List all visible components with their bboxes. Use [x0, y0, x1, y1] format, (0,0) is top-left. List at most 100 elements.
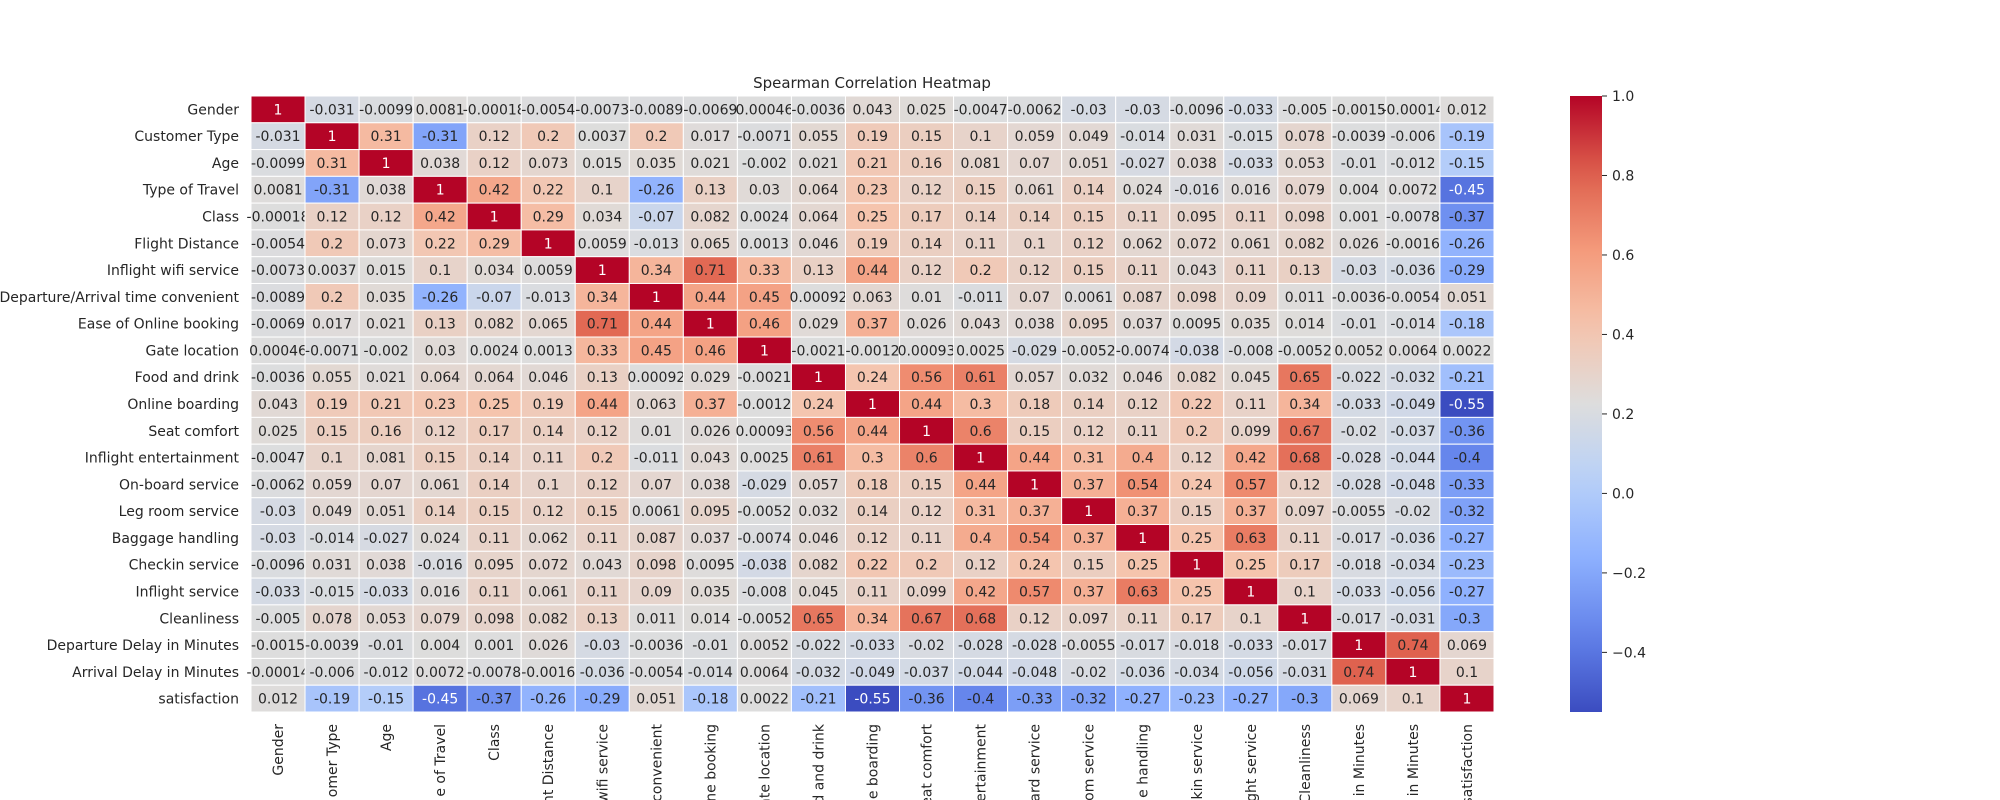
cell-value-label: 0.062: [528, 531, 568, 547]
cell-value-label: 0.082: [798, 558, 838, 574]
heatmap-cell: [899, 684, 955, 713]
cell-value-label: 0.14: [479, 477, 510, 493]
heatmap-cell: [736, 202, 792, 231]
cell-value-label: 0.069: [1447, 638, 1487, 654]
heatmap-cell: [1439, 443, 1495, 472]
cell-value-label: -0.017: [1282, 638, 1327, 654]
cell-value-label: 0.017: [690, 129, 730, 145]
cell-value-label: 0.44: [857, 424, 888, 440]
heatmap-cell: [1169, 684, 1225, 713]
heatmap-cell: [628, 631, 684, 659]
heatmap-cell: [682, 363, 738, 392]
heatmap-cell: [250, 336, 306, 365]
heatmap-cell: [682, 336, 738, 365]
cell-value-label: 0.038: [366, 183, 406, 199]
cell-value-label: 0.0059: [578, 236, 627, 252]
cell-value-label: -0.03: [584, 638, 620, 654]
heatmap-cell: [953, 229, 1009, 258]
cell-value-label: -0.0089: [251, 290, 305, 306]
cell-value-label: 0.24: [1019, 558, 1050, 574]
cell-value-label: 0.0024: [470, 343, 519, 359]
cell-value-label: 0.19: [533, 397, 564, 413]
heatmap-cell: [736, 149, 792, 177]
cell-value-label: 0.034: [582, 210, 622, 226]
cell-value-label: -0.049: [850, 665, 895, 681]
cell-value-label: 0.12: [1127, 397, 1158, 413]
cell-value-label: 0.14: [911, 236, 942, 252]
heatmap-cell: [736, 524, 792, 552]
heatmap-cell: [1223, 684, 1279, 713]
heatmap-cell: [628, 657, 684, 686]
heatmap-cell: [1385, 336, 1441, 365]
cell-value-label: 0.12: [425, 424, 456, 440]
heatmap-cell: [844, 550, 901, 579]
heatmap-cell: [1115, 550, 1171, 579]
heatmap-cell: [899, 229, 955, 258]
cell-value-label: 0.15: [587, 504, 618, 520]
cell-value-label: 0.12: [1289, 477, 1320, 493]
cell-value-label: 0.14: [533, 424, 564, 440]
cell-value-label: -0.33: [1017, 692, 1053, 708]
cell-value-label: 0.099: [1231, 424, 1271, 440]
cell-value-label: 0.18: [857, 477, 888, 493]
column-label: e of Travel: [433, 724, 449, 797]
heatmap-cell: [1169, 577, 1225, 606]
heatmap-cell: [628, 229, 684, 258]
cell-value-label: 0.081: [366, 451, 406, 467]
cell-value-label: 0.051: [1447, 290, 1487, 306]
cell-value-label: 0.44: [911, 397, 942, 413]
cell-value-label: 0.63: [1235, 531, 1266, 547]
heatmap-cell: [1169, 497, 1225, 526]
cell-value-label: -0.00014: [247, 665, 310, 681]
heatmap-cell: [1439, 684, 1495, 713]
cell-value-label: 0.12: [911, 183, 942, 199]
cell-value-label: -0.00018: [463, 102, 526, 118]
heatmap-cell: [899, 657, 955, 686]
heatmap-cell: [520, 470, 576, 499]
heatmap-cell: [1385, 577, 1441, 606]
cell-value-label: 0.07: [1019, 290, 1050, 306]
cell-value-label: 0.031: [312, 558, 352, 574]
cell-value-label: -0.0016: [521, 665, 575, 681]
cell-value-label: 0.038: [1015, 317, 1055, 333]
heatmap-cell: [953, 684, 1009, 713]
heatmap-cell: [412, 390, 468, 418]
heatmap-cell: [1115, 256, 1171, 284]
heatmap-cell: [250, 282, 306, 311]
cell-value-label: 0.043: [690, 451, 730, 467]
cell-value-label: 0.16: [911, 156, 942, 172]
heatmap-cell: [953, 95, 1009, 124]
cell-value-label: -0.027: [1120, 156, 1165, 172]
heatmap-cell: [466, 149, 522, 177]
heatmap-cell: [358, 390, 414, 418]
cell-value-label: -0.15: [1449, 156, 1485, 172]
cell-value-label: 0.057: [798, 477, 838, 493]
cell-value-label: 0.026: [528, 638, 568, 654]
cell-value-label: -0.033: [255, 584, 300, 600]
cell-value-label: -0.0073: [575, 102, 629, 118]
heatmap-cell: [250, 175, 306, 204]
cell-value-label: 0.0052: [1334, 343, 1383, 359]
cell-value-label: 0.34: [641, 263, 672, 279]
column-label: in Minutes: [1406, 724, 1422, 796]
cell-value-label: -0.012: [1390, 156, 1435, 172]
heatmap-cell: [682, 416, 738, 445]
cell-value-label: -0.028: [1336, 477, 1381, 493]
heatmap-cell: [899, 577, 955, 606]
cell-value-label: -0.033: [1228, 156, 1273, 172]
cell-value-label: 0.09: [641, 584, 672, 600]
heatmap-cell: [1223, 256, 1279, 284]
cell-value-label: 0.23: [425, 397, 456, 413]
heatmap-cell: [1331, 336, 1387, 365]
heatmap-cell: [1061, 390, 1117, 418]
cell-value-label: 0.1: [321, 451, 343, 467]
heatmap-cell: [1169, 550, 1225, 579]
cell-value-label: 0.0061: [632, 504, 681, 520]
cell-value-label: -0.0096: [251, 558, 305, 574]
cell-value-label: 0.095: [1177, 210, 1217, 226]
cell-value-label: -0.0052: [737, 611, 791, 627]
cell-value-label: 0.2: [915, 558, 937, 574]
heatmap-cell: [628, 122, 684, 151]
cell-value-label: 0.45: [641, 343, 672, 359]
heatmap-cell: [574, 390, 630, 418]
